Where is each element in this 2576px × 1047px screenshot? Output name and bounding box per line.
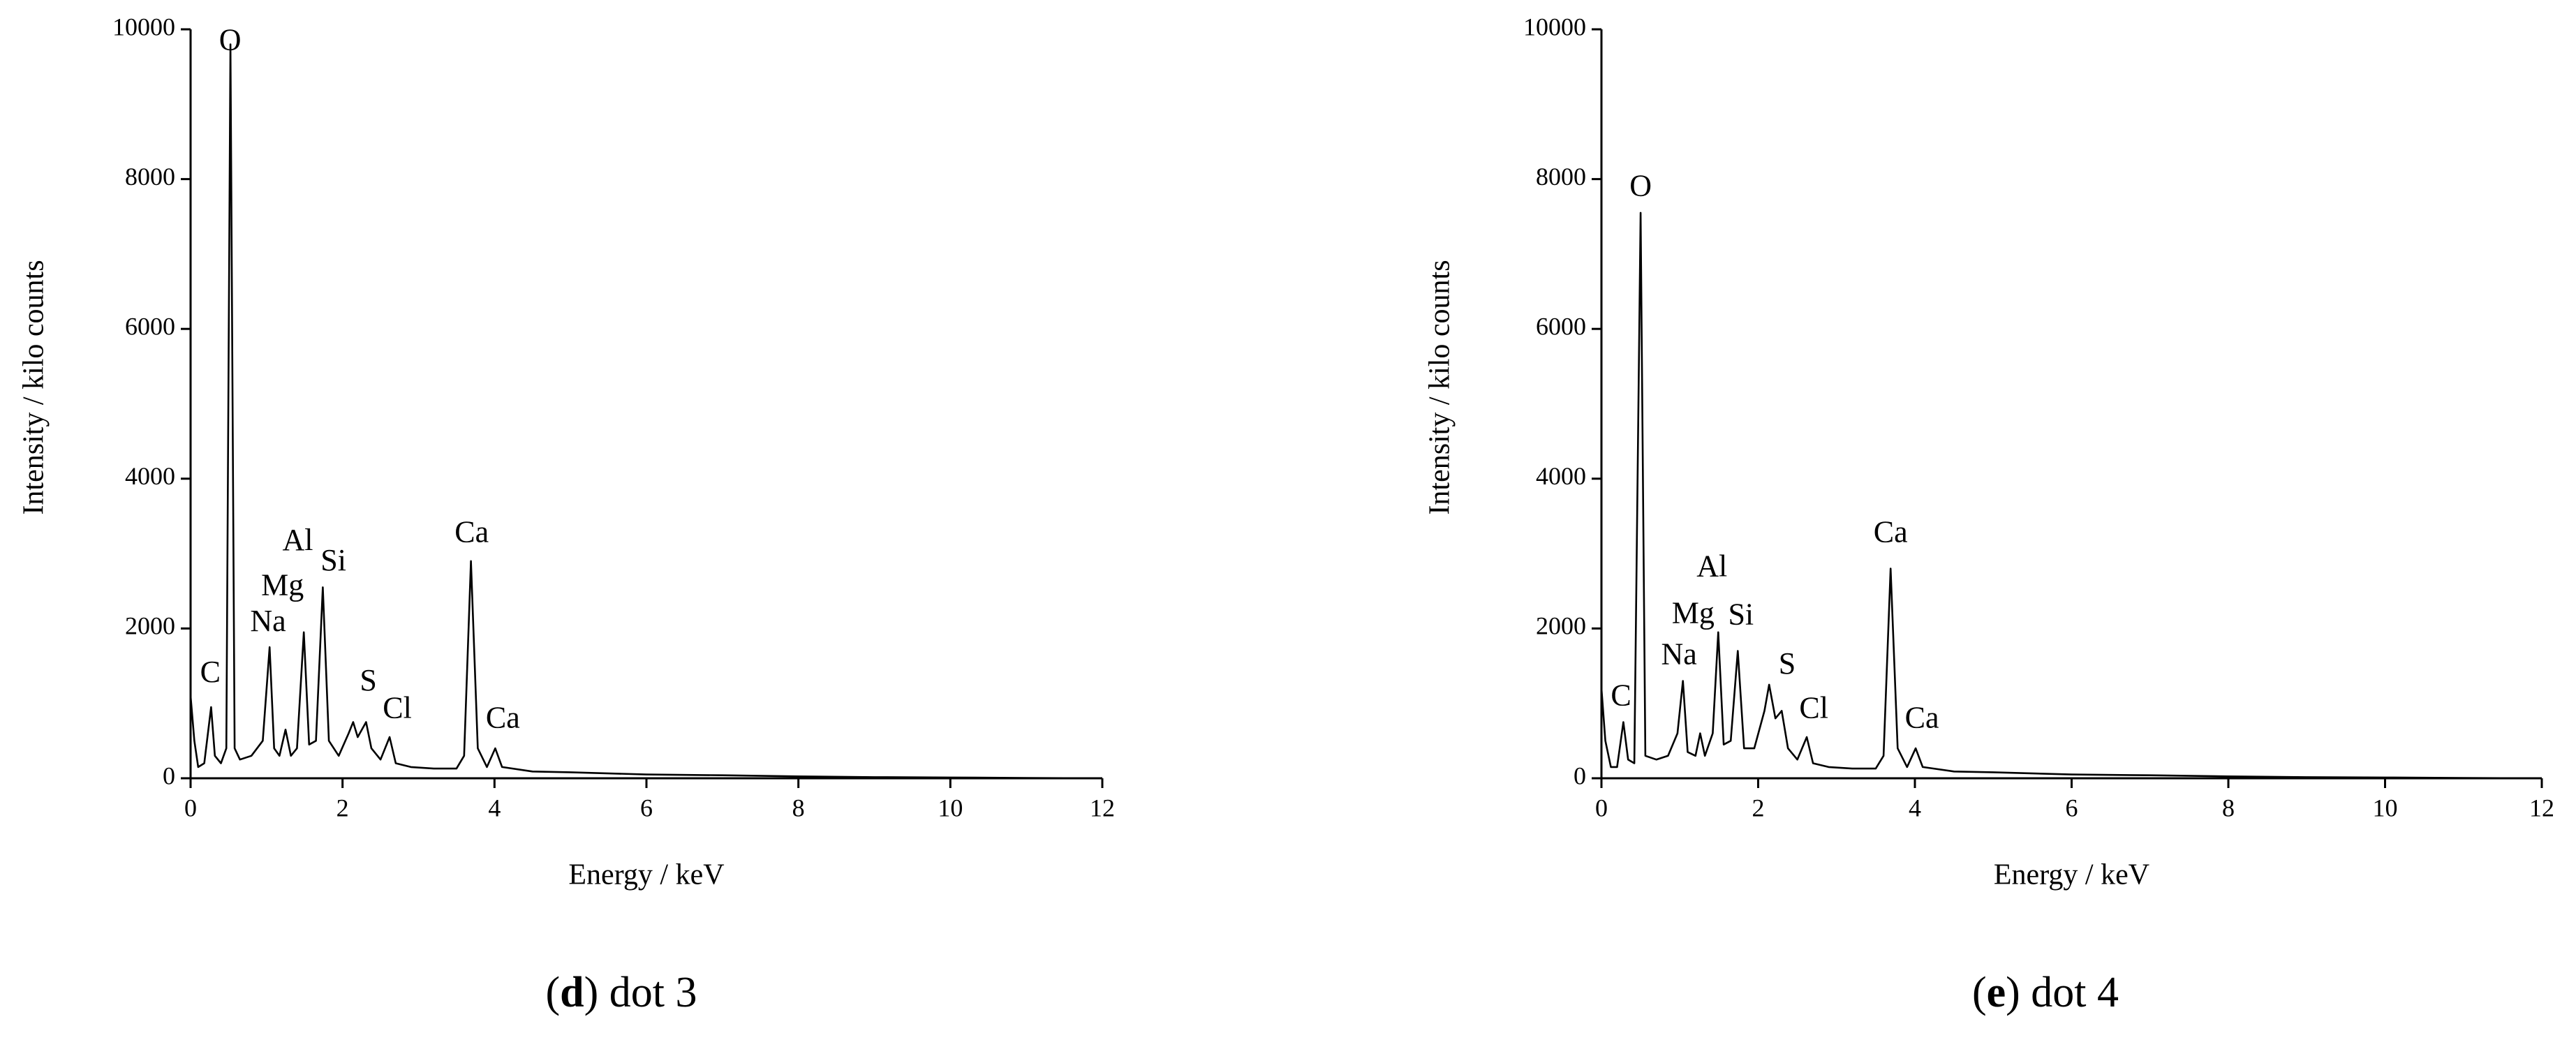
peak-label: O	[1629, 169, 1652, 203]
y-tick-label: 10000	[112, 13, 175, 40]
peak-label: Al	[1696, 549, 1727, 584]
caption-part: e	[1987, 969, 2006, 1016]
peak-label: Ca	[1874, 514, 1908, 549]
chart: 0 2000 4000 6000 8000 10000 0 2 4 6 8 10 12 Energy / …	[18, 13, 1115, 1016]
peak-label: C	[1611, 678, 1631, 712]
y-tick-label: 6000	[1536, 312, 1586, 340]
y-tick-label: 8000	[125, 163, 175, 191]
caption-part: (	[545, 969, 560, 1016]
x-tick-label: 12	[2529, 794, 2554, 822]
y-tick-label: 2000	[1536, 612, 1586, 640]
peak-label: O	[219, 22, 242, 57]
caption: (d) dot 3	[545, 969, 697, 1016]
x-tick-label: 4	[1909, 794, 1921, 822]
peak-label: S	[360, 663, 376, 697]
peak-label: Na	[1661, 637, 1696, 671]
peak-label: Ca	[1905, 700, 1939, 734]
x-axis-label: Energy / keV	[568, 859, 724, 891]
y-tick-label: 10000	[1523, 13, 1586, 40]
chart: 0 2000 4000 6000 8000 10000 0 2 4 6 8 10 12 Energy / …	[1424, 13, 2554, 1016]
caption-part: ) dot 3	[584, 969, 697, 1016]
peak-label: Na	[250, 604, 286, 638]
y-tick-label: 0	[163, 762, 175, 789]
x-tick-label: 6	[2066, 794, 2078, 822]
caption-part: d	[560, 969, 584, 1016]
y-tick-label: 0	[1574, 762, 1586, 789]
peak-label: C	[200, 655, 221, 689]
y-tick-label: 6000	[125, 312, 175, 340]
x-tick-label: 6	[640, 794, 653, 822]
x-tick-label: 0	[1595, 794, 1608, 822]
y-axis-label: Intensity / kilo counts	[1424, 260, 1456, 514]
peak-label: Al	[282, 523, 313, 557]
peak-label: Si	[1728, 597, 1754, 631]
x-tick-label: 2	[1752, 794, 1765, 822]
x-tick-label: 4	[488, 794, 501, 822]
caption-part: ) dot 4	[2006, 969, 2119, 1016]
x-tick-label: 0	[184, 794, 197, 822]
peak-label: Mg	[261, 568, 304, 602]
x-tick-label: 10	[2373, 794, 2398, 822]
peak-label: Cl	[1799, 691, 1828, 725]
peak-label: S	[1779, 646, 1796, 681]
x-tick-label: 12	[1090, 794, 1115, 822]
peak-label: Ca	[486, 700, 520, 734]
caption-part: (	[1972, 969, 1987, 1016]
peak-label: Ca	[454, 514, 489, 549]
y-axis-label: Intensity / kilo counts	[18, 260, 50, 514]
x-axis-label: Energy / keV	[1994, 859, 2149, 891]
y-tick-label: 4000	[125, 462, 175, 490]
y-tick-label: 4000	[1536, 462, 1586, 490]
y-tick-label: 2000	[125, 612, 175, 640]
spectrum-line	[1600, 211, 2542, 780]
x-tick-label: 10	[938, 794, 963, 822]
caption: (e) dot 4	[1972, 969, 2119, 1016]
peak-label: Cl	[383, 691, 412, 725]
peak-label: Si	[320, 543, 346, 577]
peak-label: Mg	[1672, 595, 1715, 630]
x-tick-label: 8	[792, 794, 805, 822]
spectrum-line	[189, 43, 1103, 780]
y-tick-label: 8000	[1536, 163, 1586, 191]
x-tick-label: 8	[2222, 794, 2235, 822]
x-tick-label: 2	[336, 794, 349, 822]
